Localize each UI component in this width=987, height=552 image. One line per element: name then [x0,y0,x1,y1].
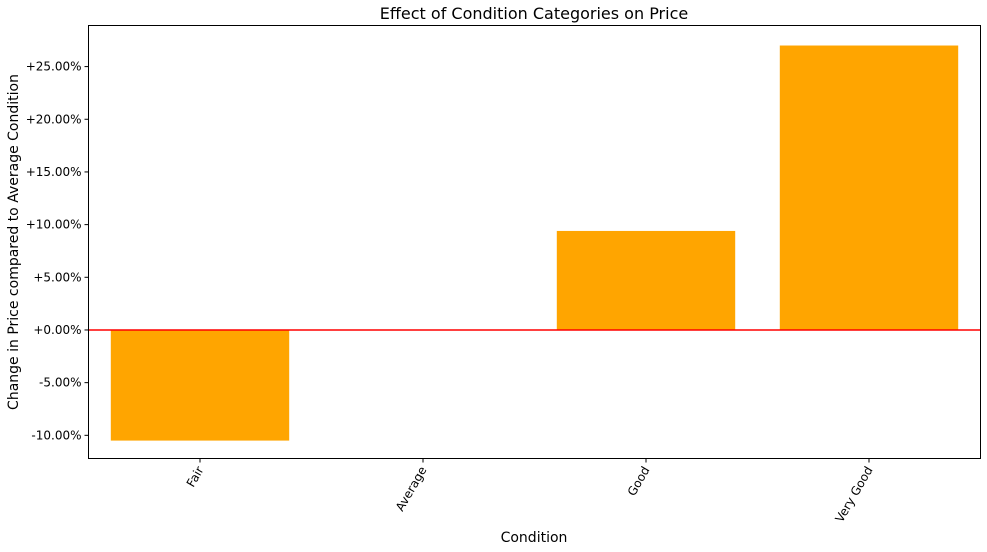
y-tick-label: +0.00% [33,323,81,337]
x-axis-label: Condition [501,530,568,546]
y-tick-label: +10.00% [26,218,82,232]
bar-fair [110,329,290,441]
y-ticks: -10.00% -5.00% +0.00% +5.00% +10.00% +15.00% +… [26,60,89,442]
x-tick-label: Average [393,464,430,514]
chart-title: Effect of Condition Categories on Price [380,4,688,23]
y-tick-label: +25.00% [26,60,82,74]
y-tick-label: +15.00% [26,165,82,179]
y-tick-label: -10.00% [31,428,81,442]
y-tick-label: +20.00% [26,112,82,126]
bar-good [556,230,736,330]
x-tick-label: Good [625,464,653,498]
x-tick-label: Very Good [832,464,875,525]
y-axis-label: Change in Price compared to Average Cond… [6,74,22,410]
y-tick-label: +5.00% [33,270,81,284]
x-ticks: Fair Average Good Very Good [184,458,876,525]
bar-very-good [779,45,959,330]
y-tick-label: -5.00% [39,376,81,390]
bars-layer [110,45,959,441]
x-tick-label: Fair [184,464,207,490]
plot-frame [88,25,981,459]
